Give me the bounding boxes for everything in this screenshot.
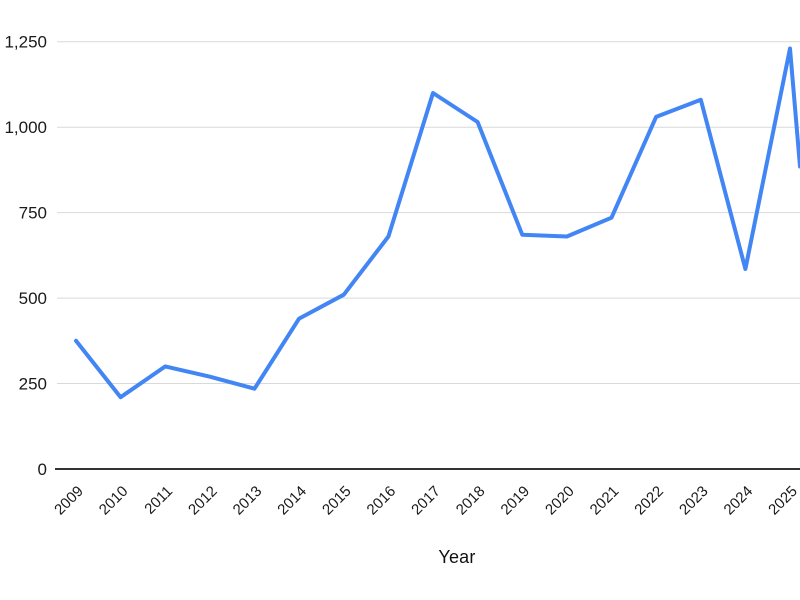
x-axis-tick-label: 2010 [96,483,132,519]
y-axis-tick-label: 750 [19,204,47,223]
y-axis-tick-label: 0 [38,460,47,479]
y-axis-tick-label: 1,250 [4,33,47,52]
x-axis-tick-label: 2016 [364,483,400,519]
x-axis-tick-label: 2022 [631,483,667,519]
x-axis-tick-label: 2011 [141,483,176,518]
x-axis-tick-label: 2025 [765,483,800,519]
x-axis-tick-label: 2021 [587,483,623,519]
x-axis-title: Year [438,547,476,567]
y-axis-tick-label: 1,000 [4,118,47,137]
x-axis-tick-label: 2017 [408,483,444,519]
x-axis-tick-label: 2012 [185,483,221,519]
data-series-line[interactable] [74,46,800,400]
y-axis-tick-label: 250 [19,375,47,394]
x-axis-tick-label: 2015 [319,483,355,519]
x-axis-tick-label: 2020 [542,483,578,519]
x-axis-tick-label: 2019 [498,483,534,519]
x-axis-tick-label: 2023 [676,483,712,519]
x-axis-tick-label: 2014 [274,483,310,519]
x-axis-tick-label: 2018 [453,483,489,519]
x-axis-tick-label: 2009 [51,483,87,519]
y-axis-tick-label: 500 [19,289,47,308]
x-axis-tick-label: 2013 [230,483,266,519]
x-axis-tick-label: 2024 [721,483,757,519]
